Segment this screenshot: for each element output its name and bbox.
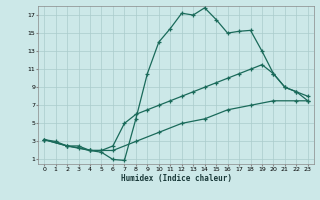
X-axis label: Humidex (Indice chaleur): Humidex (Indice chaleur) [121,174,231,183]
